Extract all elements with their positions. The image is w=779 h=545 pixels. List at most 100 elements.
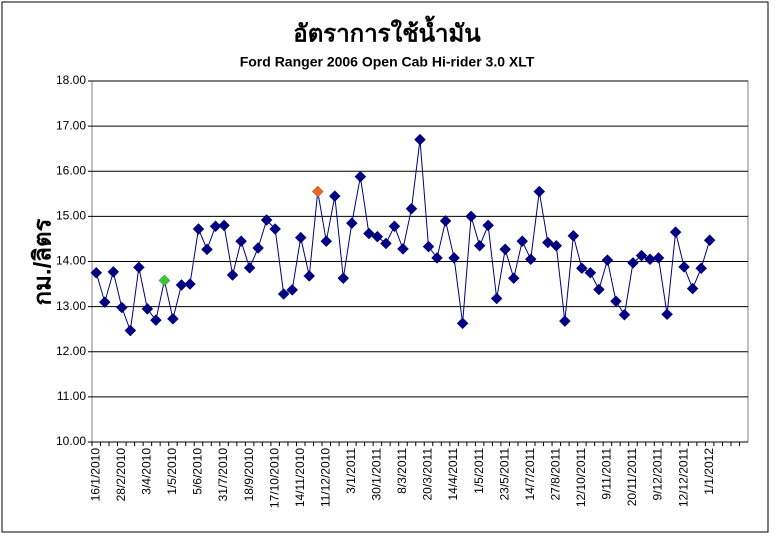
data-point [184, 278, 196, 290]
data-point [703, 234, 716, 247]
data-point [550, 239, 563, 252]
y-tick-label: 17.00 [56, 118, 86, 132]
data-point [661, 308, 673, 321]
data-point [311, 185, 324, 198]
data-point [482, 219, 495, 232]
data-point [669, 226, 682, 239]
data-point [465, 210, 477, 223]
data-point [448, 252, 460, 264]
x-tick-label: 28/2/2010 [114, 448, 128, 502]
data-point [98, 296, 111, 308]
data-point [115, 301, 128, 314]
data-point [584, 266, 597, 279]
data-point [150, 314, 162, 327]
data-point [541, 236, 554, 249]
y-tick-label: 10.00 [56, 434, 86, 448]
x-tick-label: 3/4/2010 [140, 448, 154, 495]
y-axis-label: กม./ลิตร [29, 218, 56, 305]
data-point [320, 235, 333, 248]
data-point [490, 292, 503, 305]
x-tick-label: 14/11/2010 [293, 448, 307, 507]
y-tick-label: 18.00 [56, 73, 86, 87]
data-point [252, 242, 264, 254]
x-tick-label: 1/1/2012 [702, 448, 716, 495]
x-tick-label: 14/7/2011 [523, 448, 537, 501]
data-point [124, 324, 137, 337]
data-point [345, 217, 358, 229]
data-point [277, 288, 290, 300]
data-point [414, 133, 426, 146]
data-point [576, 262, 588, 275]
data-point [380, 237, 392, 250]
y-tick-label: 14.00 [56, 254, 86, 268]
y-tick-label: 13.00 [56, 299, 86, 313]
data-point [201, 243, 213, 256]
data-point [610, 295, 622, 308]
data-point [593, 283, 605, 296]
y-tick-label: 15.00 [56, 209, 86, 223]
data-point [286, 284, 299, 296]
chart-subtitle: Ford Ranger 2006 Open Cab Hi-rider 3.0 X… [240, 54, 535, 70]
data-point [422, 240, 435, 253]
y-tick-label: 12.00 [56, 344, 86, 358]
x-tick-label: 27/8/2011 [548, 448, 562, 501]
data-point [260, 214, 273, 226]
data-point [371, 230, 384, 243]
x-tick-label: 31/7/2010 [216, 448, 230, 502]
data-point [627, 257, 639, 269]
data-point [635, 249, 648, 262]
x-tick-label: 14/4/2011 [446, 448, 460, 501]
data-point [695, 262, 707, 275]
data-point [473, 239, 486, 252]
chart-title: อัตราการใช้น้ำมัน [293, 14, 481, 47]
data-point [363, 227, 375, 240]
data-point [618, 308, 631, 321]
x-tick-label: 17/10/2010 [267, 448, 281, 508]
data-point [499, 243, 512, 256]
x-tick-label: 20/3/2011 [421, 448, 435, 501]
x-tick-label: 12/10/2011 [574, 448, 588, 507]
data-point [507, 272, 520, 285]
data-point [269, 223, 282, 235]
data-point [294, 231, 307, 244]
x-tick-label: 30/1/2011 [370, 448, 384, 501]
data-point [439, 215, 452, 227]
data-point [388, 220, 401, 233]
data-point [354, 170, 367, 183]
data-point [158, 274, 171, 287]
x-tick-label: 12/12/2011 [676, 448, 690, 507]
data-point [533, 185, 546, 198]
y-tick-label: 16.00 [56, 163, 86, 177]
x-tick-label: 11/12/2010 [318, 448, 332, 507]
data-point [235, 235, 247, 248]
data-point [652, 252, 665, 264]
data-point [218, 219, 230, 232]
data-point [524, 253, 537, 266]
x-tick-label: 9/11/2011 [600, 448, 614, 500]
data-point [226, 269, 239, 281]
x-tick-label: 18/9/2010 [242, 448, 256, 502]
x-tick-label: 20/11/2011 [625, 448, 639, 507]
data-point [516, 235, 529, 248]
data-point [405, 202, 418, 215]
data-point [328, 190, 341, 202]
x-tick-label: 5/6/2010 [191, 448, 205, 495]
data-point [141, 303, 154, 315]
y-tick-label: 11.00 [57, 389, 86, 403]
data-point [90, 266, 103, 279]
x-tick-label: 1/5/2010 [165, 448, 179, 495]
data-point [678, 261, 690, 273]
x-tick-label: 16/1/2010 [88, 448, 102, 502]
data-point [397, 243, 409, 255]
data-point [133, 261, 145, 274]
data-point [558, 315, 571, 327]
x-tick-label: 3/1/2011 [344, 448, 358, 494]
data-point [431, 252, 443, 264]
data-point [337, 272, 350, 285]
data-point [107, 266, 120, 278]
x-tick-label: 8/3/2011 [395, 448, 409, 494]
data-point [192, 223, 205, 235]
x-tick-label: 9/12/2011 [651, 448, 665, 501]
data-point [167, 312, 179, 325]
